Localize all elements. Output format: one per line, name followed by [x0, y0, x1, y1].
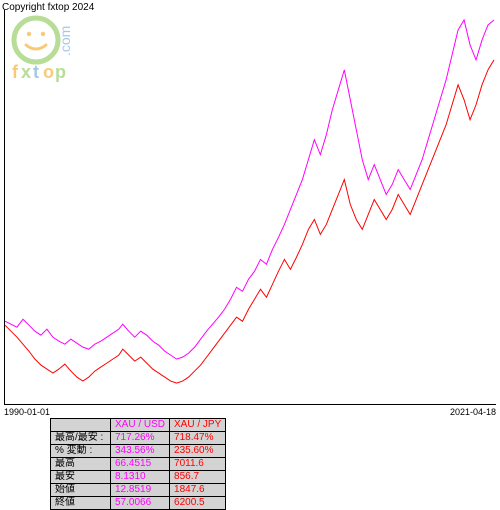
table-row: 始値12.85191847.6 [51, 484, 226, 497]
header-usd: XAU / USD [111, 419, 170, 432]
row-label: 最高 [51, 458, 111, 471]
cell-usd: 343.56% [111, 445, 170, 458]
header-empty [51, 419, 111, 432]
cell-usd: 12.8519 [111, 484, 170, 497]
table-row: 最高66.45157011.6 [51, 458, 226, 471]
table-row: 終値57.00666200.5 [51, 497, 226, 510]
table-header-row: XAU / USD XAU / JPY [51, 419, 226, 432]
cell-usd: 8.1310 [111, 471, 170, 484]
header-jpy: XAU / JPY [170, 419, 226, 432]
row-label: 始値 [51, 484, 111, 497]
stats-table: XAU / USD XAU / JPY 最高/最安 :717.26%718.47… [50, 418, 226, 510]
x-axis-end-label: 2021-04-18 [450, 407, 496, 417]
cell-jpy: 718.47% [170, 432, 226, 445]
row-label: 終値 [51, 497, 111, 510]
cell-usd: 57.0066 [111, 497, 170, 510]
cell-jpy: 856.7 [170, 471, 226, 484]
line-chart [5, 10, 496, 404]
cell-jpy: 235.60% [170, 445, 226, 458]
cell-jpy: 6200.5 [170, 497, 226, 510]
cell-usd: 66.4515 [111, 458, 170, 471]
cell-usd: 717.26% [111, 432, 170, 445]
chart-area [4, 10, 496, 405]
cell-jpy: 1847.6 [170, 484, 226, 497]
cell-jpy: 7011.6 [170, 458, 226, 471]
row-label: % 変動 : [51, 445, 111, 458]
row-label: 最安 [51, 471, 111, 484]
x-axis-start-label: 1990-01-01 [4, 407, 50, 417]
table-row: 最安8.1310856.7 [51, 471, 226, 484]
table-row: 最高/最安 :717.26%718.47% [51, 432, 226, 445]
row-label: 最高/最安 : [51, 432, 111, 445]
table-row: % 変動 :343.56%235.60% [51, 445, 226, 458]
